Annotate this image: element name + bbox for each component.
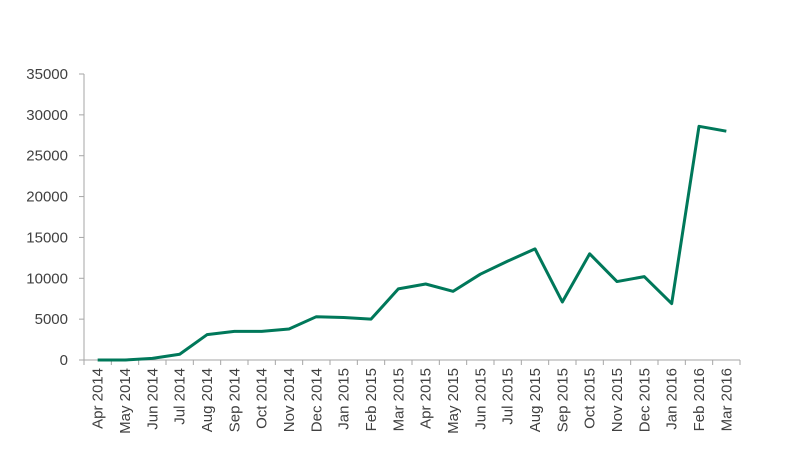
x-tick-label: Apr 2014 xyxy=(90,368,107,429)
x-tick-label: Dec 2014 xyxy=(308,368,325,432)
x-tick-label: Dec 2015 xyxy=(636,368,653,432)
y-tick-label: 15000 xyxy=(26,229,68,246)
x-tick-label: Jul 2015 xyxy=(500,368,517,425)
x-tick-label: Feb 2015 xyxy=(363,368,380,431)
y-tick-label: 0 xyxy=(60,352,68,369)
x-tick-label: May 2015 xyxy=(445,368,462,434)
y-tick-label: 30000 xyxy=(26,107,68,124)
line xyxy=(97,124,727,362)
y-tick-label: 25000 xyxy=(26,148,68,165)
y-tick-label: 5000 xyxy=(35,311,68,328)
x-tick-label: Jan 2016 xyxy=(664,368,681,430)
x-tick-label: Aug 2015 xyxy=(527,368,544,432)
x-tick-label: Oct 2015 xyxy=(582,368,599,429)
x-tick-label: Jan 2015 xyxy=(336,368,353,430)
x-tick-label: May 2014 xyxy=(117,368,134,434)
x-tick-label: Sep 2014 xyxy=(226,368,243,432)
x-tick-label: Nov 2014 xyxy=(281,368,298,432)
x-tick-label: Aug 2014 xyxy=(199,368,216,432)
x-tick-label: Jun 2014 xyxy=(144,368,161,430)
x-tick-label: Sep 2015 xyxy=(554,368,571,432)
x-tick-label: Jun 2015 xyxy=(472,368,489,430)
x-tick-label: Feb 2016 xyxy=(691,368,708,431)
x-tick-label: Nov 2015 xyxy=(609,368,626,432)
y-tick-label: 35000 xyxy=(26,66,68,83)
x-tick-label: Mar 2015 xyxy=(390,368,407,431)
x-tick-label: Mar 2016 xyxy=(718,368,735,431)
x-tick-label: Jul 2014 xyxy=(172,368,189,425)
x-tick-label: Oct 2014 xyxy=(254,368,271,429)
y-tick-label: 10000 xyxy=(26,270,68,287)
x-tick-label: Apr 2015 xyxy=(418,368,435,429)
y-tick-label: 20000 xyxy=(26,189,68,206)
